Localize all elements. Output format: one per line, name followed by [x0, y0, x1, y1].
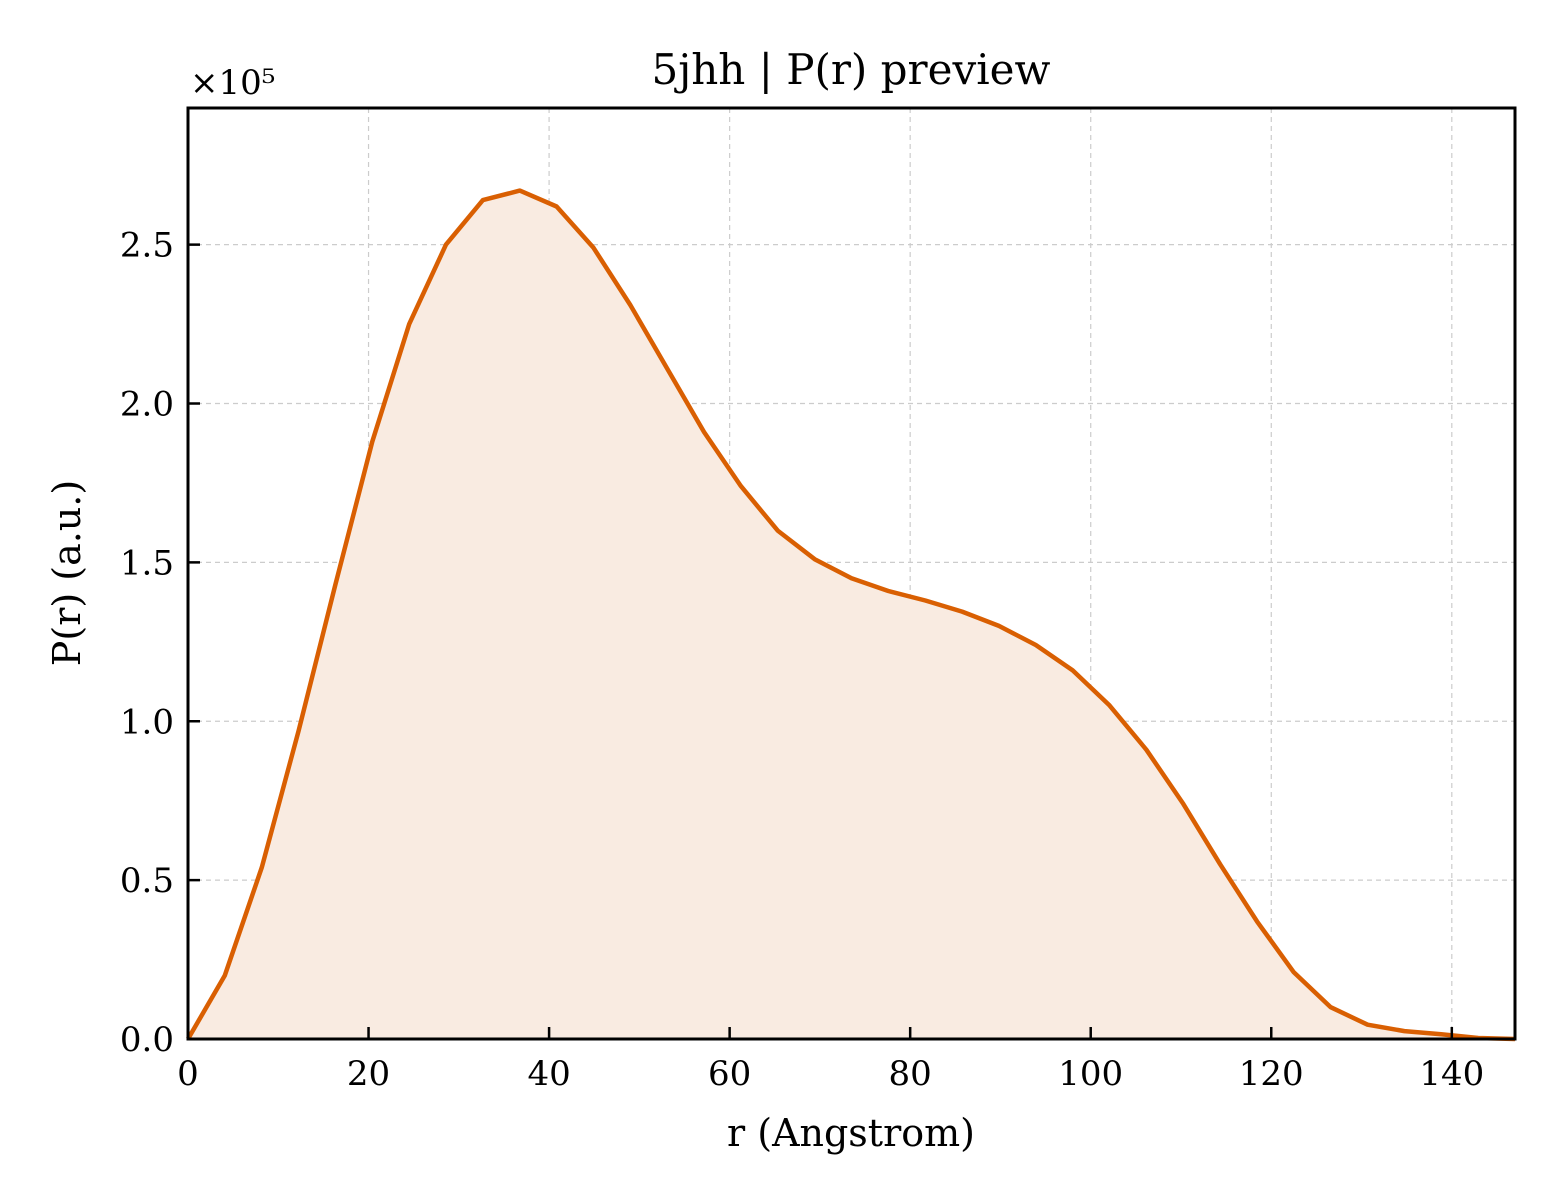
- y-tick-label: 2.5: [120, 226, 174, 266]
- y-offset-text: ×10⁵: [190, 63, 275, 103]
- y-tick-label: 0.0: [120, 1020, 174, 1060]
- y-axis-ticks: 0.0 0.5 1.0 1.5 2.0 2.5: [120, 226, 200, 1060]
- y-tick-label: 1.0: [120, 702, 174, 742]
- x-tick-label: 20: [347, 1054, 390, 1094]
- x-tick-label: 60: [708, 1054, 751, 1094]
- x-axis-ticks: 0 20 40 60 80 100 120 140: [177, 1027, 1484, 1094]
- series-line: [186, 188, 1516, 1042]
- y-tick-label: 0.5: [120, 861, 174, 901]
- y-tick-label: 2.0: [120, 385, 174, 425]
- x-tick-label: 140: [1419, 1054, 1484, 1094]
- x-tick-label: 0: [177, 1054, 199, 1094]
- area-fill: [188, 190, 1515, 1040]
- x-tick-label: 120: [1239, 1054, 1304, 1094]
- chart-title: 5jhh | P(r) preview: [652, 45, 1051, 94]
- plot-frame: [186, 106, 1517, 1041]
- x-tick-label: 100: [1058, 1054, 1123, 1094]
- y-axis-title: P(r) (a.u.): [45, 480, 89, 666]
- x-axis-title: r (Angstrom): [727, 1111, 975, 1155]
- x-tick-label: 80: [889, 1054, 932, 1094]
- y-tick-label: 1.5: [120, 543, 174, 583]
- x-tick-label: 40: [527, 1054, 570, 1094]
